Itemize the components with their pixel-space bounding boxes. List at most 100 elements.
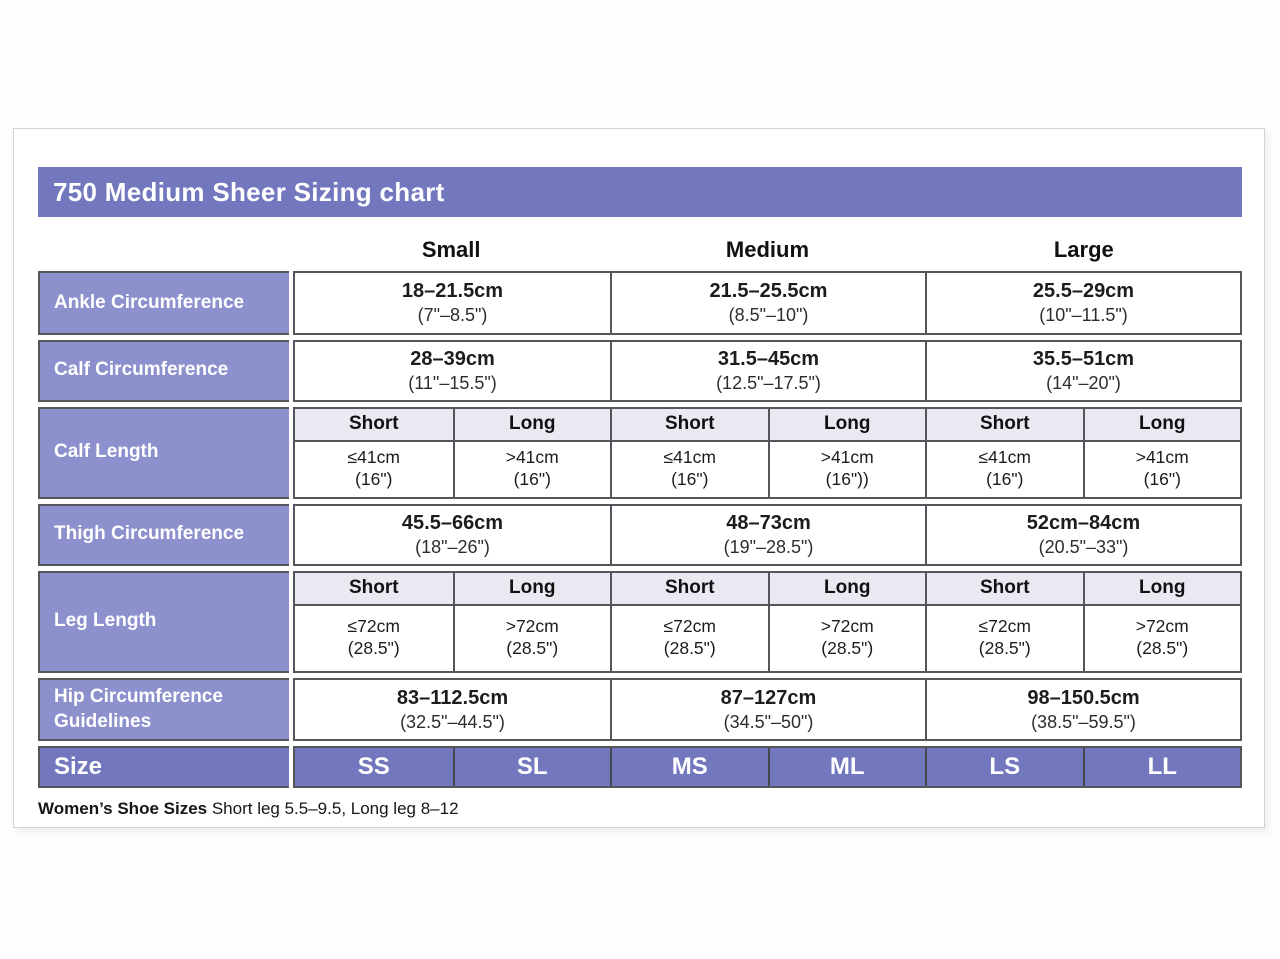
fit-header-short: Short bbox=[610, 408, 768, 440]
fit-header-long: Long bbox=[767, 572, 926, 604]
column-header-medium: Medium bbox=[725, 237, 810, 262]
fit-header-long: Long bbox=[452, 408, 611, 440]
measurement-cell: ≤72cm (28.5") bbox=[610, 605, 768, 671]
column-header-large: Large bbox=[1053, 237, 1114, 262]
size-column-headers: Small Medium Large bbox=[38, 229, 1242, 271]
inch-value: (28.5") bbox=[978, 638, 1031, 659]
inch-value: (16") bbox=[513, 469, 551, 490]
cm-value: ≤41cm bbox=[663, 446, 716, 467]
inch-value: (16") bbox=[355, 469, 393, 490]
size-cell-sl: SL bbox=[452, 748, 610, 786]
inch-value: (32.5"–44.5") bbox=[400, 711, 505, 732]
row-label: Leg Length bbox=[38, 570, 289, 673]
fit-header-short: Short bbox=[610, 572, 768, 604]
cm-value: 25.5–29cm bbox=[1032, 280, 1135, 303]
fit-values-row: ≤72cm (28.5") >72cm (28.5") ≤72cm (28.5"… bbox=[295, 605, 1240, 672]
inch-value: (38.5"–59.5") bbox=[1031, 711, 1136, 732]
measurement-cell: ≤41cm (16") bbox=[295, 442, 453, 498]
inch-value: (7"–8.5") bbox=[417, 305, 488, 326]
header-spacer bbox=[38, 229, 293, 271]
cm-value: >41cm bbox=[820, 446, 874, 467]
cm-value: 45.5–66cm bbox=[401, 512, 504, 534]
measurement-grid: 45.5–66cm (18"–26") 48–73cm (19"–28.5") … bbox=[295, 506, 1240, 564]
inch-value: (19"–28.5") bbox=[723, 537, 814, 557]
row-ankle-circumference: Ankle Circumference 18–21.5cm (7"–8.5") … bbox=[38, 271, 1242, 335]
measurement-cell-medium: 48–73cm (19"–28.5") bbox=[610, 506, 925, 564]
row-leg-length: Leg Length Short Long Short Long Short L… bbox=[38, 570, 1242, 673]
inch-value: (11"–15.5") bbox=[408, 373, 497, 393]
measurement-cell: >72cm (28.5") bbox=[767, 605, 926, 671]
shoe-size-footnote: Women’s Shoe Sizes Short leg 5.5–9.5, Lo… bbox=[38, 799, 1242, 819]
row-label: Thigh Circumference bbox=[38, 504, 289, 566]
inch-value: (16") bbox=[671, 469, 709, 490]
size-code-grid: SS SL MS ML LS LL bbox=[295, 748, 1240, 786]
cm-value: 31.5–45cm bbox=[717, 348, 820, 370]
fit-header-long: Long bbox=[1082, 408, 1241, 440]
fit-header-long: Long bbox=[452, 572, 611, 604]
measurement-cell-medium: 31.5–45cm (12.5"–17.5") bbox=[610, 342, 925, 400]
measurement-cell: ≤41cm (16") bbox=[610, 441, 768, 497]
row-label: Calf Circumference bbox=[38, 340, 289, 402]
row-data: Short Long Short Long Short Long ≤41cm (… bbox=[293, 406, 1242, 499]
footnote-text: Short leg 5.5–9.5, Long leg 8–12 bbox=[207, 799, 459, 818]
cm-value: >72cm bbox=[820, 615, 874, 636]
measurement-cell: >72cm (28.5") bbox=[452, 605, 611, 671]
row-thigh-circumference: Thigh Circumference 45.5–66cm (18"–26") … bbox=[38, 504, 1242, 566]
inch-value: (28.5") bbox=[821, 638, 874, 659]
measurement-cell: ≤41cm (16") bbox=[925, 441, 1083, 497]
fit-values-row: ≤41cm (16") >41cm (16") ≤41cm (16") >41c… bbox=[295, 441, 1240, 498]
fit-header-short: Short bbox=[925, 572, 1083, 604]
sizing-chart-card: 750 Medium Sheer Sizing chart Small Medi… bbox=[13, 128, 1265, 828]
cm-value: >72cm bbox=[505, 615, 559, 636]
measurement-cell-medium: 87–127cm (34.5"–50") bbox=[610, 680, 925, 739]
row-label: Calf Length bbox=[38, 406, 289, 499]
cm-value: >41cm bbox=[505, 446, 559, 467]
cm-value: 83–112.5cm bbox=[396, 686, 509, 709]
cm-value: >72cm bbox=[1135, 615, 1189, 636]
size-cell-ms: MS bbox=[610, 748, 768, 786]
cm-value: 18–21.5cm bbox=[401, 280, 504, 303]
measurement-cell: >41cm (16")) bbox=[767, 441, 926, 497]
cm-value: ≤72cm bbox=[347, 615, 400, 636]
measurement-grid: 28–39cm (11"–15.5") 31.5–45cm (12.5"–17.… bbox=[295, 342, 1240, 400]
footnote-bold-label: Women’s Shoe Sizes bbox=[38, 799, 208, 818]
measurement-cell: ≤72cm (28.5") bbox=[925, 605, 1083, 671]
cm-value: ≤41cm bbox=[347, 446, 400, 467]
measurement-cell-small: 18–21.5cm (7"–8.5") bbox=[295, 273, 610, 333]
cm-value: ≤72cm bbox=[978, 615, 1031, 636]
measurement-cell-small: 83–112.5cm (32.5"–44.5") bbox=[295, 680, 610, 739]
chart-title-bar: 750 Medium Sheer Sizing chart bbox=[38, 167, 1242, 217]
inch-value: (18"–26") bbox=[415, 537, 490, 557]
inch-value: (28.5") bbox=[1136, 638, 1189, 659]
inch-value: (16") bbox=[986, 469, 1024, 490]
inch-value: (28.5") bbox=[506, 638, 559, 659]
measurement-cell-medium: 21.5–25.5cm (8.5"–10") bbox=[610, 273, 925, 333]
measurement-cell-small: 45.5–66cm (18"–26") bbox=[295, 506, 610, 564]
size-cell-ss: SS bbox=[295, 748, 453, 786]
inch-value: (8.5"–10") bbox=[728, 305, 809, 326]
measurement-cell-large: 25.5–29cm (10"–11.5") bbox=[925, 273, 1240, 333]
measurement-cell: >41cm (16") bbox=[452, 441, 611, 497]
row-label: Hip Circumference Guidelines bbox=[38, 678, 289, 741]
measurement-cell: ≤72cm (28.5") bbox=[295, 606, 453, 672]
inch-value: (10"–11.5") bbox=[1039, 305, 1128, 326]
row-data: 28–39cm (11"–15.5") 31.5–45cm (12.5"–17.… bbox=[293, 340, 1242, 402]
inch-value: (34.5"–50") bbox=[723, 711, 814, 732]
inch-value: (12.5"–17.5") bbox=[716, 373, 821, 393]
cm-value: ≤41cm bbox=[978, 446, 1031, 467]
fit-header-short: Short bbox=[925, 408, 1083, 440]
measurement-cell-large: 52cm–84cm (20.5"–33") bbox=[925, 506, 1240, 564]
column-header-small: Small bbox=[421, 237, 481, 262]
row-data: SS SL MS ML LS LL bbox=[293, 746, 1242, 788]
measurement-cell-large: 98–150.5cm (38.5"–59.5") bbox=[925, 680, 1240, 739]
row-data: 83–112.5cm (32.5"–44.5") 87–127cm (34.5"… bbox=[293, 678, 1242, 741]
inch-value: (16")) bbox=[825, 469, 869, 490]
fit-header-short: Short bbox=[348, 576, 399, 598]
fit-header-long: Long bbox=[767, 408, 926, 440]
row-calf-length: Calf Length Short Long Short Long Short … bbox=[38, 406, 1242, 499]
fit-header-row: Short Long Short Long Short Long bbox=[295, 572, 1240, 606]
row-size: Size SS SL MS ML LS LL bbox=[38, 746, 1242, 788]
row-data: 45.5–66cm (18"–26") 48–73cm (19"–28.5") … bbox=[293, 504, 1242, 566]
inch-value: (28.5") bbox=[347, 638, 400, 659]
cm-value: >41cm bbox=[1135, 446, 1189, 467]
